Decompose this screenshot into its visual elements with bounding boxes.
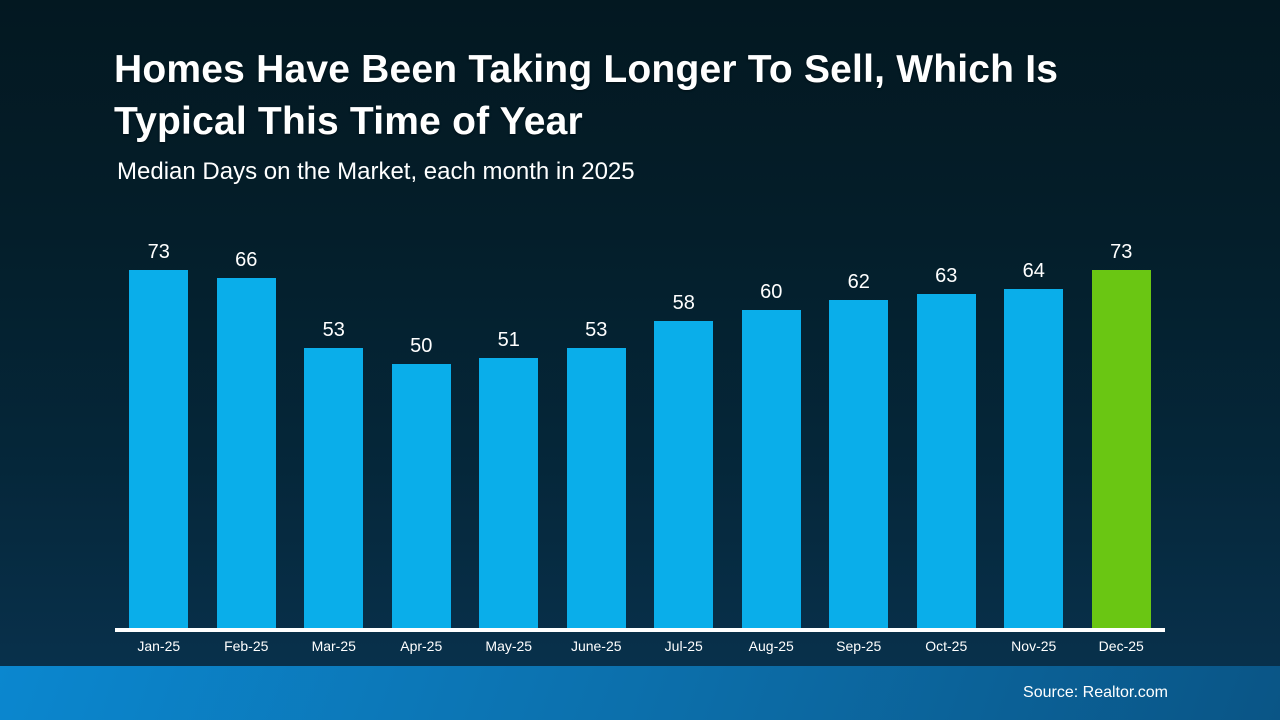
bar-value-label: 50 xyxy=(410,334,433,357)
bar xyxy=(654,320,714,630)
x-axis-tick-label: June-25 xyxy=(570,638,622,654)
bar-group: 58 xyxy=(640,241,728,630)
bar-value-label: 66 xyxy=(235,249,258,272)
bar-value-label: 51 xyxy=(497,329,520,352)
x-axis-tick-label: Jul-25 xyxy=(664,638,703,654)
x-axis-tick-label: Dec-25 xyxy=(1098,638,1144,654)
bar xyxy=(1004,288,1064,630)
chart-subtitle: Median Days on the Market, each month in… xyxy=(117,158,635,185)
x-axis-tick-label: Feb-25 xyxy=(224,638,269,654)
footer-bar: Source: Realtor.com xyxy=(0,666,1280,720)
bar-value-label: 53 xyxy=(322,318,345,341)
bar-value-label: 64 xyxy=(1022,259,1045,282)
bar-value-label: 58 xyxy=(672,291,695,314)
bar xyxy=(566,347,626,630)
bar-group: 50 xyxy=(378,241,466,630)
x-axis-tick-label: Oct-25 xyxy=(925,638,968,654)
bar-value-label: 60 xyxy=(760,281,783,304)
bar-group: 66 xyxy=(203,241,291,630)
bar-group: 63 xyxy=(903,241,991,630)
bar-value-label: 73 xyxy=(1110,241,1133,263)
bar-highlighted xyxy=(1091,270,1151,630)
x-axis-tick-label: Nov-25 xyxy=(1011,638,1057,654)
x-axis-labels-row: Jan-25 Feb-25 Mar-25 Apr-25 May-25 June-25 Jul… xyxy=(115,638,1165,654)
bar xyxy=(916,294,976,630)
x-axis-tick-label: Mar-25 xyxy=(311,638,356,654)
bar-value-label: 62 xyxy=(847,270,870,293)
bar xyxy=(391,363,451,630)
x-axis-tick-label: May-25 xyxy=(485,638,533,654)
bar xyxy=(129,270,189,630)
x-axis-tick-label: Jan-25 xyxy=(137,638,181,654)
chart-header: Homes Have Been Taking Longer To Sell, W… xyxy=(114,44,1184,186)
bar-group: 53 xyxy=(553,241,641,630)
bar-group: 60 xyxy=(728,241,816,630)
x-axis-tick-label: Apr-25 xyxy=(400,638,443,654)
bar xyxy=(829,299,889,630)
bar-group: 53 xyxy=(290,241,378,630)
bar xyxy=(741,310,801,630)
bar-value-label: 53 xyxy=(585,318,608,341)
x-axis-tick-label: Aug-25 xyxy=(748,638,794,654)
bar-group: 64 xyxy=(990,241,1078,630)
bar-group: 51 xyxy=(465,241,553,630)
source-label: Source: Realtor.com xyxy=(1023,684,1168,701)
bar-value-label: 63 xyxy=(935,265,958,288)
bar xyxy=(304,347,364,630)
bar-group: 62 xyxy=(815,241,903,630)
x-axis-tick-label: Sep-25 xyxy=(836,638,882,654)
chart-title: Homes Have Been Taking Longer To Sell, W… xyxy=(114,48,1059,143)
x-axis-line xyxy=(115,628,1165,632)
bar-chart-plot-area: 73 66 53 50 51 53 58 60 62 63 64 73 xyxy=(115,241,1165,630)
bar xyxy=(216,278,276,630)
bar-group: 73 xyxy=(1078,241,1166,630)
bar-group: 73 xyxy=(115,241,203,630)
bar-value-label: 73 xyxy=(147,241,170,263)
bar xyxy=(479,358,539,630)
